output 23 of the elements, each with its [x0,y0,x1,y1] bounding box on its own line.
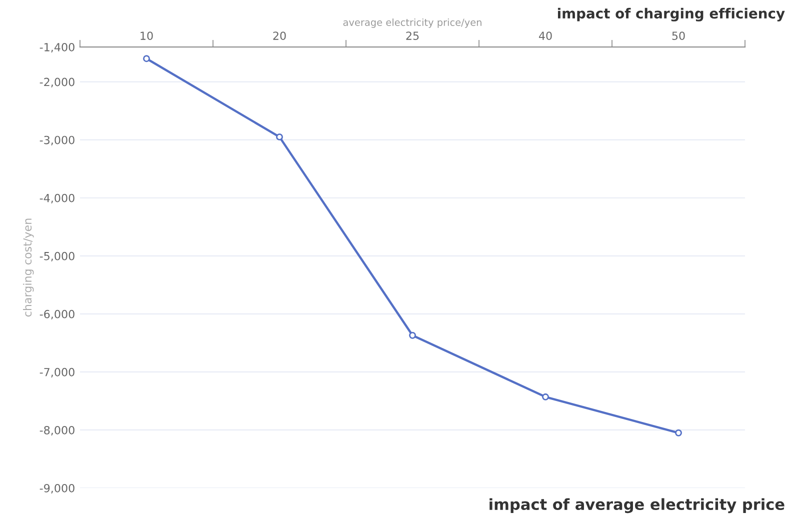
y-tick-label: -1,400 [40,42,74,53]
y-tick-label: -5,000 [40,252,74,262]
x-tick-label: 10 [140,32,153,40]
y-tick-label: -6,000 [40,310,74,320]
point [675,429,682,436]
y-tick-label: -9,000 [40,484,74,494]
y-tick-label: -7,000 [40,368,74,378]
x-tick-label: 50 [672,32,685,40]
x-tick-label: 40 [538,32,552,40]
point [143,55,150,62]
y-tick-label: -8,000 [40,426,74,436]
text: impact of charging efficiency [558,8,785,22]
y-tick-label: -2,000 [40,78,74,88]
x-tick-label: 20 [273,32,286,40]
point [542,393,549,400]
point [409,332,416,339]
y-tick-label: -4,000 [40,194,74,204]
point [276,133,283,140]
y-tick-label: -3,000 [40,136,74,146]
x-axis-title: average electricity price/yen [343,18,482,28]
y-axis-title: charging cost/yen [23,218,34,317]
text: impact of average electricity price [490,498,784,514]
x-tick-label: 25 [406,32,419,40]
